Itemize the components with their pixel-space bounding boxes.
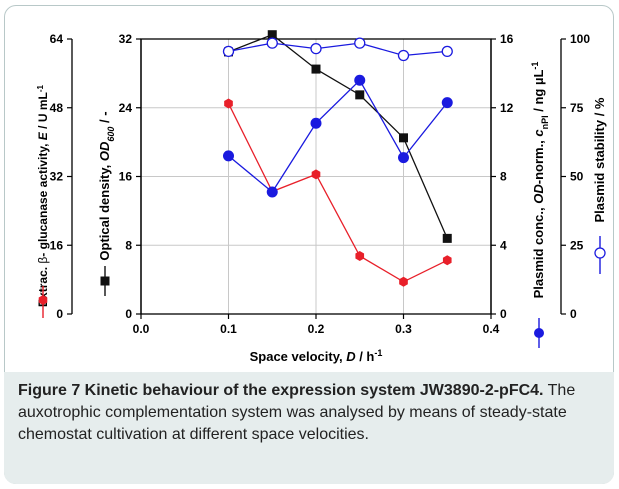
chart: 0.0 0.1 0.2 0.3 0.40163248640816243204812160… <box>36 30 608 364</box>
y-tick-label-left_outer: 32 <box>50 170 64 184</box>
x-axis-label: Space velocity, D / h-1 <box>250 348 383 364</box>
svg-text:Plasmid stability / %: Plasmid stability / % <box>592 97 607 222</box>
y-tick-label-right_outer: 25 <box>570 238 584 252</box>
data-point-open-circle <box>354 37 366 49</box>
axis-labels: Space velocity, D / h-1 Extrac. β- gluca… <box>36 62 608 364</box>
data-point-circle <box>310 117 322 129</box>
data-point-open-circle <box>310 42 322 55</box>
y-tick-label-left_outer: 16 <box>50 238 64 252</box>
y-tick-label-right_outer: 50 <box>570 170 584 184</box>
data-point-circle <box>354 74 366 86</box>
data-point-open-circle <box>266 37 278 49</box>
data-point-open-circle <box>222 45 235 58</box>
y-tick-label-left_inner: 0 <box>125 307 132 321</box>
y-tick-label-left_inner: 24 <box>119 101 133 115</box>
y-tick-label-right_outer: 0 <box>570 307 577 321</box>
series-line-left_inner <box>228 33 448 239</box>
x-tick-label: 0.0 <box>133 322 150 336</box>
x-tick-label: 0.1 <box>220 322 237 336</box>
y-tick-label-left_inner: 8 <box>125 238 132 252</box>
data-point-circle <box>223 150 234 162</box>
series-line-right_inner <box>228 79 448 193</box>
y-axis-label-plasmid-conc: Plasmid conc., OD-norm., cnPl / ng µL-1 <box>530 62 550 299</box>
data-point-square <box>311 64 321 74</box>
data-point-hexagon <box>355 250 365 261</box>
y-tick-label-left_outer: 64 <box>50 32 64 46</box>
data-point-hexagon <box>224 98 233 109</box>
data-point-hexagon <box>311 169 321 180</box>
data-point-square <box>267 30 277 40</box>
y-tick-label-right_outer: 100 <box>570 32 590 46</box>
y-tick-label-right_inner: 16 <box>500 32 514 46</box>
legend-od-marker <box>100 266 110 296</box>
y-tick-label-left_inner: 16 <box>119 170 133 184</box>
data-point-hexagon <box>399 276 408 287</box>
x-tick-label: 0.2 <box>308 322 325 336</box>
series-group <box>222 30 453 287</box>
y-tick-label-left_outer: 48 <box>50 101 64 115</box>
y-tick-label-left_outer: 0 <box>56 307 63 321</box>
data-point-circle <box>266 186 278 198</box>
series-line-left_outer <box>227 103 448 283</box>
svg-text:Optical density, OD600 / -: Optical density, OD600 / - <box>97 111 116 260</box>
data-point-open-circle <box>441 45 453 58</box>
y-axis-label-stability: Plasmid stability / % <box>592 97 607 222</box>
y-tick-label-right_inner: 8 <box>500 170 507 184</box>
data-point-open-circle <box>397 49 410 62</box>
data-point-circle <box>441 97 453 109</box>
x-tick-label: 0.4 <box>483 322 500 336</box>
y-tick-label-left_inner: 32 <box>119 32 133 46</box>
svg-text:Plasmid conc., OD-norm., cnPl: Plasmid conc., OD-norm., cnPl / ng µL-1 <box>530 62 550 299</box>
svg-text:Extrac. β- glucanase activity,: Extrac. β- glucanase activity, E / U mL-… <box>36 85 51 307</box>
y-axis-label-od: Optical density, OD600 / - <box>97 111 116 260</box>
y-axis-label-activity: Extrac. β- glucanase activity, E / U mL-… <box>36 85 51 307</box>
y-tick-label-right_inner: 4 <box>500 238 507 252</box>
y-tick-label-right_outer: 75 <box>570 101 584 115</box>
legend-stability-marker <box>594 236 606 274</box>
data-point-square <box>399 133 408 143</box>
caption-title: Figure 7 Kinetic behaviour of the expres… <box>18 382 544 399</box>
y-tick-label-right_inner: 0 <box>500 307 507 321</box>
data-point-circle <box>398 152 409 164</box>
legend-activity-marker <box>38 286 48 318</box>
caption-text: The auxotrophic complementation system w… <box>18 382 576 443</box>
data-point-hexagon <box>442 255 452 266</box>
x-tick-label: 0.3 <box>395 322 412 336</box>
axes: 0.0 0.1 0.2 0.3 0.40163248640816243204812160… <box>50 32 591 336</box>
data-point-square <box>355 90 365 100</box>
figure-caption: Figure 7 Kinetic behaviour of the expres… <box>4 372 614 484</box>
data-point-square <box>442 233 452 243</box>
y-tick-label-right_inner: 12 <box>500 101 514 115</box>
series-line-right_outer <box>228 42 448 57</box>
legend-plasmid-conc-marker <box>534 318 544 348</box>
